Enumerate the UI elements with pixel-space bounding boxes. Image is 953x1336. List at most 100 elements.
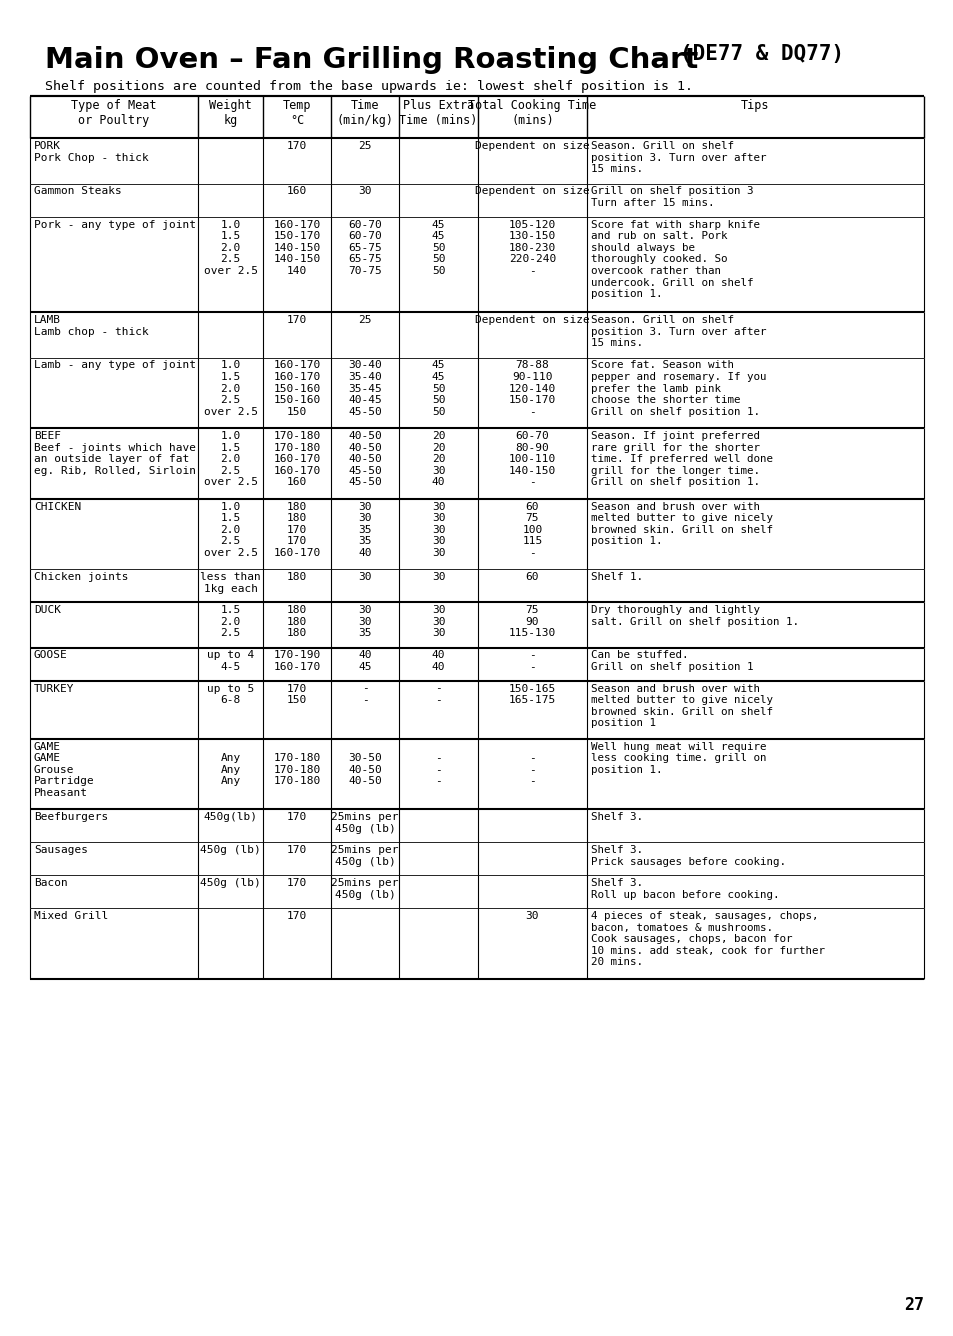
Text: -
-
-: - - - (435, 741, 441, 787)
Text: 160-170
160-170
150-160
150-160
150: 160-170 160-170 150-160 150-160 150 (274, 361, 320, 417)
Text: 27: 27 (903, 1296, 923, 1315)
Bar (30, 908, 923, 978)
Text: 1.0
1.5
2.0
2.5
over 2.5: 1.0 1.5 2.0 2.5 over 2.5 (204, 361, 257, 417)
Text: Any
Any
Any: Any Any Any (220, 741, 240, 787)
Text: 40
40: 40 40 (432, 651, 445, 672)
Text: 40-50
40-50
40-50
45-50
45-50: 40-50 40-50 40-50 45-50 45-50 (348, 432, 382, 488)
Text: DUCK: DUCK (34, 605, 61, 615)
Text: 150-165
165-175: 150-165 165-175 (508, 684, 556, 705)
Text: 30: 30 (358, 187, 372, 196)
Text: 170-190
160-170: 170-190 160-170 (274, 651, 320, 672)
Text: 30-50
40-50
40-50: 30-50 40-50 40-50 (348, 741, 382, 787)
Text: 170: 170 (287, 142, 307, 151)
Text: 170: 170 (287, 812, 307, 822)
Bar (30, 569, 923, 603)
Text: up to 5
6-8: up to 5 6-8 (207, 684, 254, 705)
Text: 450g(lb): 450g(lb) (204, 812, 257, 822)
Text: Can be stuffed.
Grill on shelf position 1: Can be stuffed. Grill on shelf position … (590, 651, 753, 672)
Text: 170-180
170-180
160-170
160-170
160: 170-180 170-180 160-170 160-170 160 (274, 432, 320, 488)
Text: 60-70
80-90
100-110
140-150
-: 60-70 80-90 100-110 140-150 - (508, 432, 556, 488)
Text: Season and brush over with
melted butter to give nicely
browned skin. Grill on s: Season and brush over with melted butter… (590, 501, 772, 546)
Text: 30: 30 (525, 911, 538, 921)
Text: 30
30
30: 30 30 30 (432, 605, 445, 639)
Text: Shelf 3.
Prick sausages before cooking.: Shelf 3. Prick sausages before cooking. (590, 844, 785, 867)
Text: Tips: Tips (740, 99, 769, 112)
Text: GAME
GAME
Grouse
Partridge
Pheasant: GAME GAME Grouse Partridge Pheasant (34, 741, 94, 798)
Text: Well hung meat will require
less cooking time. grill on
position 1.: Well hung meat will require less cooking… (590, 741, 765, 775)
Bar (30, 498, 923, 569)
Text: Time
(min/kg): Time (min/kg) (336, 99, 394, 127)
Bar (30, 183, 923, 216)
Bar (30, 428, 923, 498)
Text: up to 4
4-5: up to 4 4-5 (207, 651, 254, 672)
Text: Dependent on size: Dependent on size (475, 315, 589, 325)
Text: 450g (lb): 450g (lb) (200, 878, 261, 888)
Text: Grill on shelf position 3
Turn after 15 mins.: Grill on shelf position 3 Turn after 15 … (590, 187, 753, 208)
Bar (30, 680, 923, 739)
Text: 180
180
170
170
160-170: 180 180 170 170 160-170 (274, 501, 320, 558)
Text: 30
30
35: 30 30 35 (358, 605, 372, 639)
Text: 160: 160 (287, 187, 307, 196)
Text: 25: 25 (358, 315, 372, 325)
Text: 30: 30 (432, 572, 445, 582)
Text: Season. Grill on shelf
position 3. Turn over after
15 mins.: Season. Grill on shelf position 3. Turn … (590, 142, 765, 174)
Text: Plus Extra
Time (mins): Plus Extra Time (mins) (399, 99, 477, 127)
Text: Dependent on size: Dependent on size (475, 187, 589, 196)
Bar (30, 138, 923, 183)
Bar (30, 358, 923, 428)
Text: 170-180
170-180
170-180: 170-180 170-180 170-180 (274, 741, 320, 787)
Text: 30: 30 (358, 572, 372, 582)
Bar (30, 216, 923, 313)
Text: Season. If joint preferred
rare grill for the shorter
time. If preferred well do: Season. If joint preferred rare grill fo… (590, 432, 772, 488)
Text: 30
30
30
30
30: 30 30 30 30 30 (432, 501, 445, 558)
Text: Season and brush over with
melted butter to give nicely
browned skin. Grill on s: Season and brush over with melted butter… (590, 684, 772, 728)
Bar (30, 739, 923, 810)
Text: Gammon Steaks: Gammon Steaks (34, 187, 122, 196)
Text: -
-
-: - - - (529, 741, 536, 787)
Text: 25: 25 (358, 142, 372, 151)
Text: 30
30
35
35
40: 30 30 35 35 40 (358, 501, 372, 558)
Text: 25mins per
450g (lb): 25mins per 450g (lb) (331, 878, 398, 899)
Text: Sausages: Sausages (34, 844, 88, 855)
Text: 60-70
60-70
65-75
65-75
70-75: 60-70 60-70 65-75 65-75 70-75 (348, 219, 382, 277)
Text: Bacon: Bacon (34, 878, 68, 888)
Text: GOOSE: GOOSE (34, 651, 68, 660)
Text: Main Oven – Fan Grilling Roasting Chart: Main Oven – Fan Grilling Roasting Chart (45, 45, 708, 73)
Text: PORK
Pork Chop - thick: PORK Pork Chop - thick (34, 142, 149, 163)
Text: 170: 170 (287, 844, 307, 855)
Text: 170: 170 (287, 911, 307, 921)
Text: 25mins per
450g (lb): 25mins per 450g (lb) (331, 844, 398, 867)
Text: Dry thoroughly and lightly
salt. Grill on shelf position 1.: Dry thoroughly and lightly salt. Grill o… (590, 605, 798, 627)
Text: (DE77 & DQ77): (DE77 & DQ77) (679, 44, 843, 64)
Text: Pork - any type of joint: Pork - any type of joint (34, 219, 195, 230)
Text: 40
45: 40 45 (358, 651, 372, 672)
Text: 75
90
115-130: 75 90 115-130 (508, 605, 556, 639)
Text: Shelf 1.: Shelf 1. (590, 572, 642, 582)
Text: -
-: - - (529, 651, 536, 672)
Text: 180
180
180: 180 180 180 (287, 605, 307, 639)
Text: Temp
°C: Temp °C (283, 99, 312, 127)
Text: CHICKEN: CHICKEN (34, 501, 81, 512)
Text: Type of Meat
or Poultry: Type of Meat or Poultry (71, 99, 156, 127)
Bar (30, 648, 923, 680)
Text: less than
1kg each: less than 1kg each (200, 572, 261, 593)
Text: 180: 180 (287, 572, 307, 582)
Text: 170: 170 (287, 878, 307, 888)
Text: 30-40
35-40
35-45
40-45
45-50: 30-40 35-40 35-45 40-45 45-50 (348, 361, 382, 417)
Text: 1.0
1.5
2.0
2.5
over 2.5: 1.0 1.5 2.0 2.5 over 2.5 (204, 501, 257, 558)
Text: TURKEY: TURKEY (34, 684, 74, 693)
Text: Season. Grill on shelf
position 3. Turn over after
15 mins.: Season. Grill on shelf position 3. Turn … (590, 315, 765, 349)
Text: 1.5
2.0
2.5: 1.5 2.0 2.5 (220, 605, 240, 639)
Text: Lamb - any type of joint: Lamb - any type of joint (34, 361, 195, 370)
Text: LAMB
Lamb chop - thick: LAMB Lamb chop - thick (34, 315, 149, 337)
Bar (30, 603, 923, 648)
Text: Score fat. Season with
pepper and rosemary. If you
prefer the lamb pink
choose t: Score fat. Season with pepper and rosema… (590, 361, 765, 417)
Text: 60: 60 (525, 572, 538, 582)
Text: 450g (lb): 450g (lb) (200, 844, 261, 855)
Bar (30, 842, 923, 875)
Text: 160-170
150-170
140-150
140-150
140: 160-170 150-170 140-150 140-150 140 (274, 219, 320, 277)
Text: 25mins per
450g (lb): 25mins per 450g (lb) (331, 812, 398, 834)
Text: 170: 170 (287, 315, 307, 325)
Text: Shelf positions are counted from the base upwards ie: lowest shelf position is 1: Shelf positions are counted from the bas… (45, 80, 692, 94)
Text: -
-: - - (361, 684, 368, 705)
